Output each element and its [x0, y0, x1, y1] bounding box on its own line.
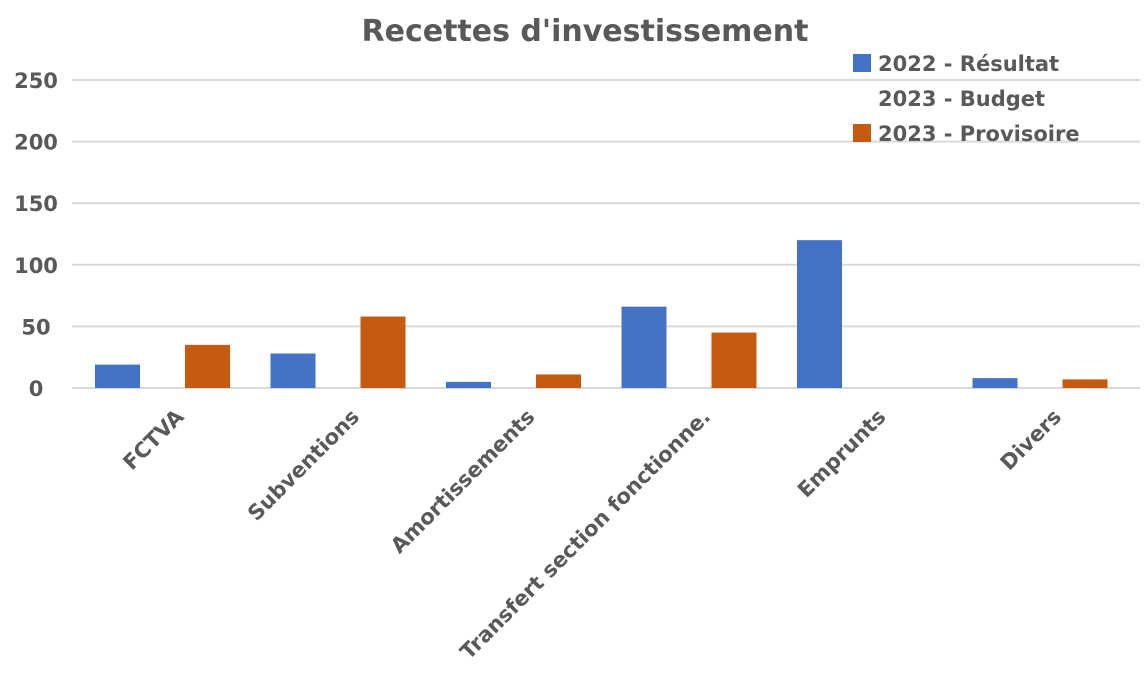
bar [185, 344, 230, 388]
x-axis: FCTVA Subventions AmortissementsTransfert … [118, 404, 1066, 664]
y-tick-label: 0 [29, 377, 44, 401]
bar [536, 374, 581, 388]
bars [95, 240, 1108, 388]
y-tick-label: 50 [21, 315, 50, 339]
bar [446, 381, 491, 388]
x-tick-label: FCTVA [118, 404, 189, 475]
legend-swatch [853, 124, 871, 142]
x-tick-label: Emprunts [793, 405, 891, 503]
x-tick-label: Subventions [243, 405, 364, 526]
gridlines [72, 79, 1140, 389]
bar [711, 332, 757, 388]
legend-swatch [853, 54, 871, 72]
y-tick-label: 150 [14, 192, 58, 216]
y-tick-label: 250 [14, 69, 58, 93]
legend-label: 2023 - Budget [878, 87, 1045, 111]
legend-label: 2022 - Résultat [878, 52, 1059, 76]
bar [95, 364, 140, 388]
chart-title: Recettes d'investissement [362, 14, 809, 49]
legend-swatch [853, 89, 871, 107]
y-axis: 0 50 100 150 200 250 [14, 69, 58, 401]
x-tick-label: Divers [996, 405, 1066, 475]
legend: 2022 - Résultat 2023 - Budget 2023 - Provi… [853, 52, 1080, 146]
bar [797, 240, 842, 388]
x-tick-label: Amortissements [386, 405, 539, 558]
bar [972, 378, 1018, 388]
bar [270, 353, 316, 388]
y-tick-label: 200 [14, 131, 58, 155]
bar [1062, 379, 1108, 388]
bar [621, 306, 667, 388]
legend-label: 2023 - Provisoire [878, 122, 1080, 146]
bar [360, 316, 406, 388]
y-tick-label: 100 [14, 254, 58, 278]
